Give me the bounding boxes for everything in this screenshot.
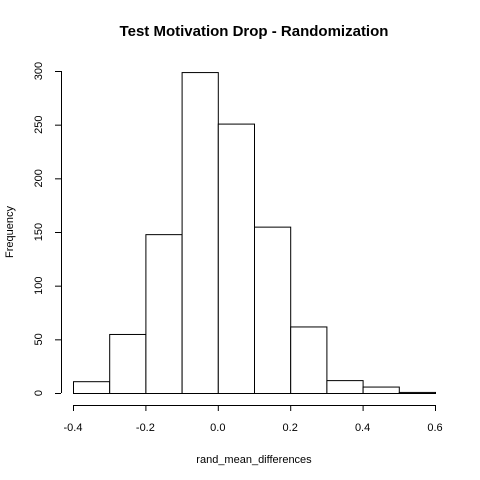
x-tick-label: 0.4 — [355, 422, 370, 434]
histogram-bar — [326, 380, 364, 394]
histogram-bar — [181, 72, 219, 394]
histogram-bar — [109, 333, 147, 395]
histogram-bar — [398, 391, 436, 394]
y-tick-label: 250 — [33, 115, 45, 133]
y-tick-label: 200 — [33, 169, 45, 187]
histogram-bar — [290, 326, 328, 395]
x-tick-label: -0.4 — [64, 422, 83, 434]
x-axis: -0.4 -0.2 0.0 0.2 0.4 0.6 — [64, 405, 443, 434]
histogram-bar — [145, 234, 183, 394]
y-tick-label: 300 — [33, 62, 45, 80]
histogram-bar — [217, 123, 256, 395]
histogram-bar — [254, 226, 292, 394]
y-axis: 0 50 100 150 200 250 300 — [33, 62, 62, 396]
bars-group — [73, 72, 436, 395]
chart-title: Test Motivation Drop - Randomization — [120, 23, 389, 40]
x-tick-label: 0.2 — [283, 422, 298, 434]
x-tick-label: -0.2 — [136, 422, 155, 434]
y-tick-label: 50 — [33, 333, 45, 345]
histogram-bar — [362, 386, 400, 394]
histogram-bar — [73, 381, 111, 394]
x-tick-label: 0.0 — [210, 422, 225, 434]
x-tick-label: 0.6 — [427, 422, 442, 434]
y-tick-label: 0 — [33, 390, 45, 396]
x-axis-label: rand_mean_differences — [196, 454, 312, 466]
y-axis-label: Frequency — [4, 206, 16, 258]
y-tick-label: 100 — [33, 276, 45, 294]
y-tick-label: 150 — [33, 223, 45, 241]
